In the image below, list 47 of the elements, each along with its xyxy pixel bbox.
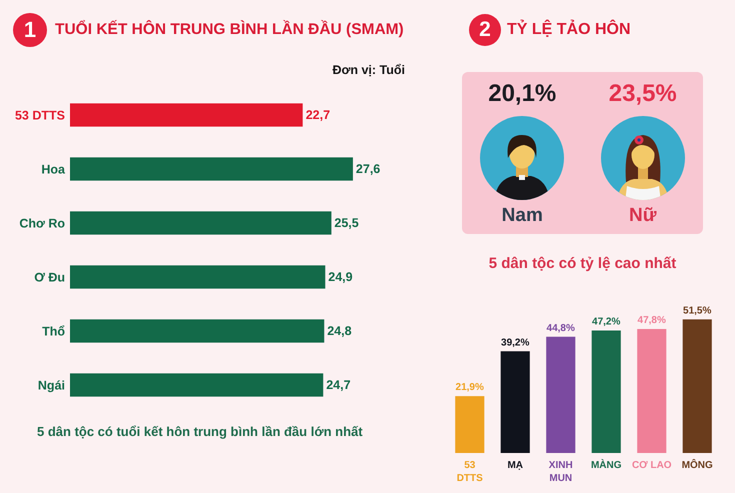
chart-subtitle: Đơn vị: Tuổi xyxy=(332,63,405,78)
bar xyxy=(70,211,332,235)
bar xyxy=(637,328,666,453)
data-label: 44,8% xyxy=(546,322,575,334)
bar xyxy=(546,336,576,453)
y-tick-label: Hoa xyxy=(41,162,66,176)
x-tick-label: XINH MUN xyxy=(548,460,573,484)
x-tick-label: MÔNG xyxy=(682,459,714,471)
bar xyxy=(70,103,303,127)
data-label: 24,8 xyxy=(327,324,352,338)
bar xyxy=(592,330,621,453)
y-tick-label: Ngái xyxy=(38,378,65,392)
category-label: Nam xyxy=(500,205,544,227)
data-label: 25,5 xyxy=(334,216,359,230)
category-label: Nữ xyxy=(628,205,658,227)
x-tick-label: 53 DTTS xyxy=(456,460,484,484)
data-label: 51,5% xyxy=(683,305,712,316)
bar xyxy=(70,265,326,289)
chart-title: TUỔI KẾT HÔN TRUNG BÌNH LẦN ĐẦU (SMAM) xyxy=(55,21,404,39)
bar xyxy=(682,319,712,453)
data-label: 24,7 xyxy=(326,378,351,392)
data-label: 47,8% xyxy=(638,314,666,326)
data-label: 22,7 xyxy=(306,108,330,122)
number-badge: 2 xyxy=(469,14,501,46)
data-label: 47,2% xyxy=(592,316,620,328)
data-label: 39,2% xyxy=(501,337,530,348)
y-tick-label: Thổ xyxy=(42,324,66,338)
y-tick-label: Chơ Ro xyxy=(19,216,66,230)
bar xyxy=(455,396,484,453)
text: 23,5% xyxy=(608,80,677,107)
x-tick-label: CƠ LAO xyxy=(632,460,672,471)
text: TỶ LỆ TẢO HÔN xyxy=(507,21,631,40)
x-tick-label: MÀNG xyxy=(590,459,622,471)
text: 5 dân tộc có tuổi kết hôn trung bình lần đầu lớn nhất xyxy=(37,424,363,440)
data-label: 21,9% xyxy=(456,382,484,394)
x-tick-label: MẠ xyxy=(507,460,524,471)
y-tick-label: Ơ Đu xyxy=(34,270,65,284)
text: 20,1% xyxy=(488,80,556,107)
chart-title: 5 dân tộc có tỷ lệ cao nhất xyxy=(488,255,678,272)
bar xyxy=(70,157,353,181)
data-label: 27,6 xyxy=(356,162,380,176)
number-badge: 1 xyxy=(13,13,47,47)
bar xyxy=(70,373,324,397)
data-label: 24,9 xyxy=(328,270,353,284)
bar xyxy=(500,351,530,453)
bar xyxy=(70,319,324,343)
y-tick-label: 53 DTTS xyxy=(14,108,65,122)
